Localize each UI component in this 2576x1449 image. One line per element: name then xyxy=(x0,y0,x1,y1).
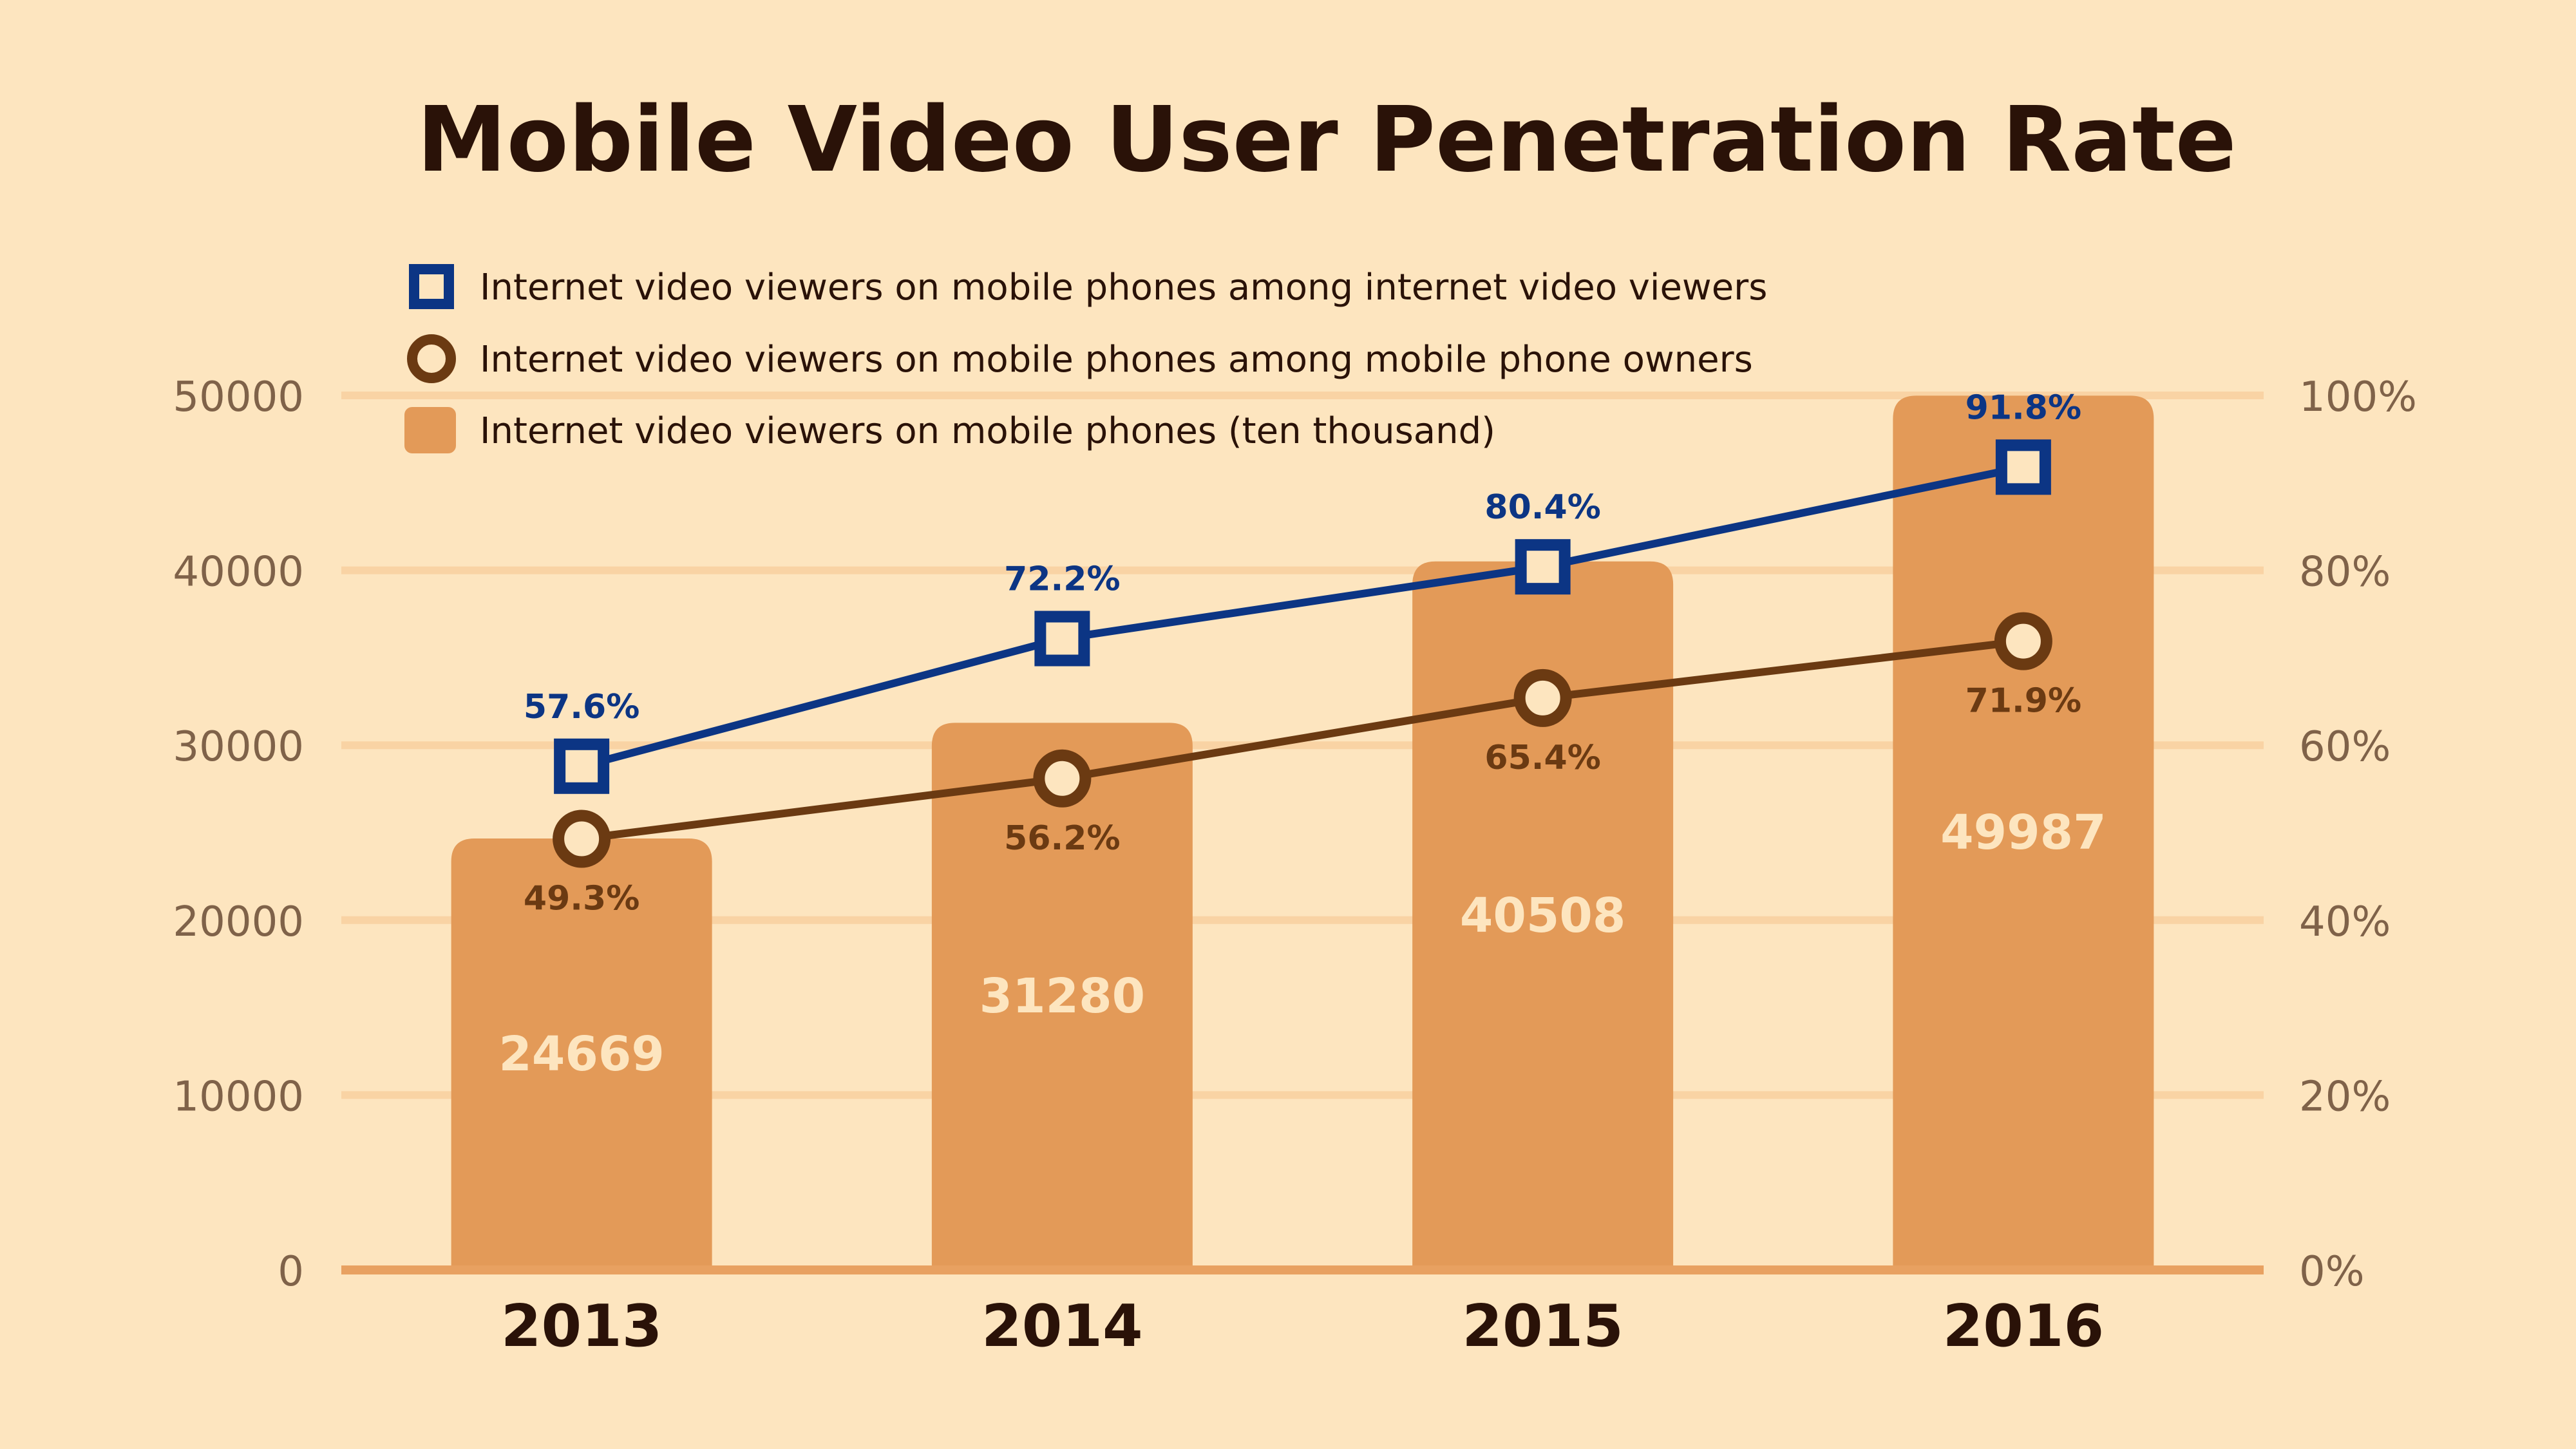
y-tick-label-right: 60% xyxy=(2299,723,2391,771)
data-label-brown: 56.2% xyxy=(1004,819,1120,858)
chart-title: Mobile Video User Penetration Rate xyxy=(417,88,2236,193)
square-marker xyxy=(1515,539,1571,595)
bar xyxy=(1412,561,1674,1270)
y-tick-label-right: 0% xyxy=(2299,1248,2365,1296)
bar xyxy=(1893,395,2154,1271)
y-tick-label-left: 10000 xyxy=(173,1073,304,1121)
y-tick-label-left: 30000 xyxy=(173,723,304,771)
x-tick-label: 2014 xyxy=(981,1293,1143,1360)
legend-label: Internet video viewers on mobile phones … xyxy=(480,410,1495,452)
line-1 xyxy=(580,463,2025,770)
data-label-blue: 80.4% xyxy=(1484,488,1600,527)
legend-swatch-circle xyxy=(407,334,456,383)
legend-label: Internet video viewers on mobile phones … xyxy=(480,339,1753,381)
data-label-brown: 71.9% xyxy=(1965,682,2081,721)
bar xyxy=(931,723,1193,1270)
x-tick-label: 2016 xyxy=(1943,1293,2105,1360)
circle-marker xyxy=(1513,668,1572,727)
legend-swatch-square xyxy=(409,264,454,309)
line-2 xyxy=(581,637,2024,843)
bar-series: 24669 31280 40508 49987 xyxy=(451,395,2154,1271)
y-tick-label-left: 20000 xyxy=(173,898,304,946)
line-series: 57.6% 72.2% 80.4% 91.8% 49.3% 56.2% 65.4% 71.9% xyxy=(524,388,2081,918)
bar-value-label: 49987 xyxy=(1940,805,2106,860)
legend: Internet video viewers on mobile phones … xyxy=(404,264,1767,453)
circle-marker xyxy=(553,810,611,868)
y-tick-label-left: 40000 xyxy=(173,549,304,596)
data-label-brown: 49.3% xyxy=(524,880,639,918)
y-tick-label-right: 100% xyxy=(2299,374,2417,421)
legend-label: Internet video viewers on mobile phones … xyxy=(480,267,1767,308)
y-tick-label-left: 50000 xyxy=(173,374,304,421)
data-label-brown: 65.4% xyxy=(1484,739,1600,777)
square-marker xyxy=(1995,439,2051,495)
y-tick-label-right: 40% xyxy=(2299,898,2391,946)
y-tick-label-left: 0 xyxy=(278,1248,304,1296)
bar-value-label: 40508 xyxy=(1460,888,1625,943)
bar-value-label: 31280 xyxy=(980,969,1145,1024)
x-tick-label: 2015 xyxy=(1462,1293,1624,1360)
circle-marker xyxy=(1033,749,1092,808)
y-tick-label-right: 20% xyxy=(2299,1073,2391,1121)
circle-marker xyxy=(1994,612,2052,670)
y-tick-label-right: 80% xyxy=(2299,549,2391,596)
data-label-blue: 91.8% xyxy=(1965,388,2081,427)
data-label-blue: 72.2% xyxy=(1004,560,1120,599)
legend-swatch-bar xyxy=(404,407,456,453)
right-y-axis: 0% 20% 40% 60% 80% 100% xyxy=(2299,374,2417,1296)
x-tick-label: 2013 xyxy=(501,1293,663,1360)
square-marker xyxy=(554,738,610,794)
x-axis: 2013 2014 2015 2016 xyxy=(501,1293,2104,1360)
square-marker xyxy=(1034,611,1090,667)
left-y-axis: 0 10000 20000 30000 40000 50000 xyxy=(173,374,304,1296)
bar xyxy=(451,838,712,1270)
bar-value-label: 24669 xyxy=(498,1027,664,1082)
data-label-blue: 57.6% xyxy=(524,688,639,726)
